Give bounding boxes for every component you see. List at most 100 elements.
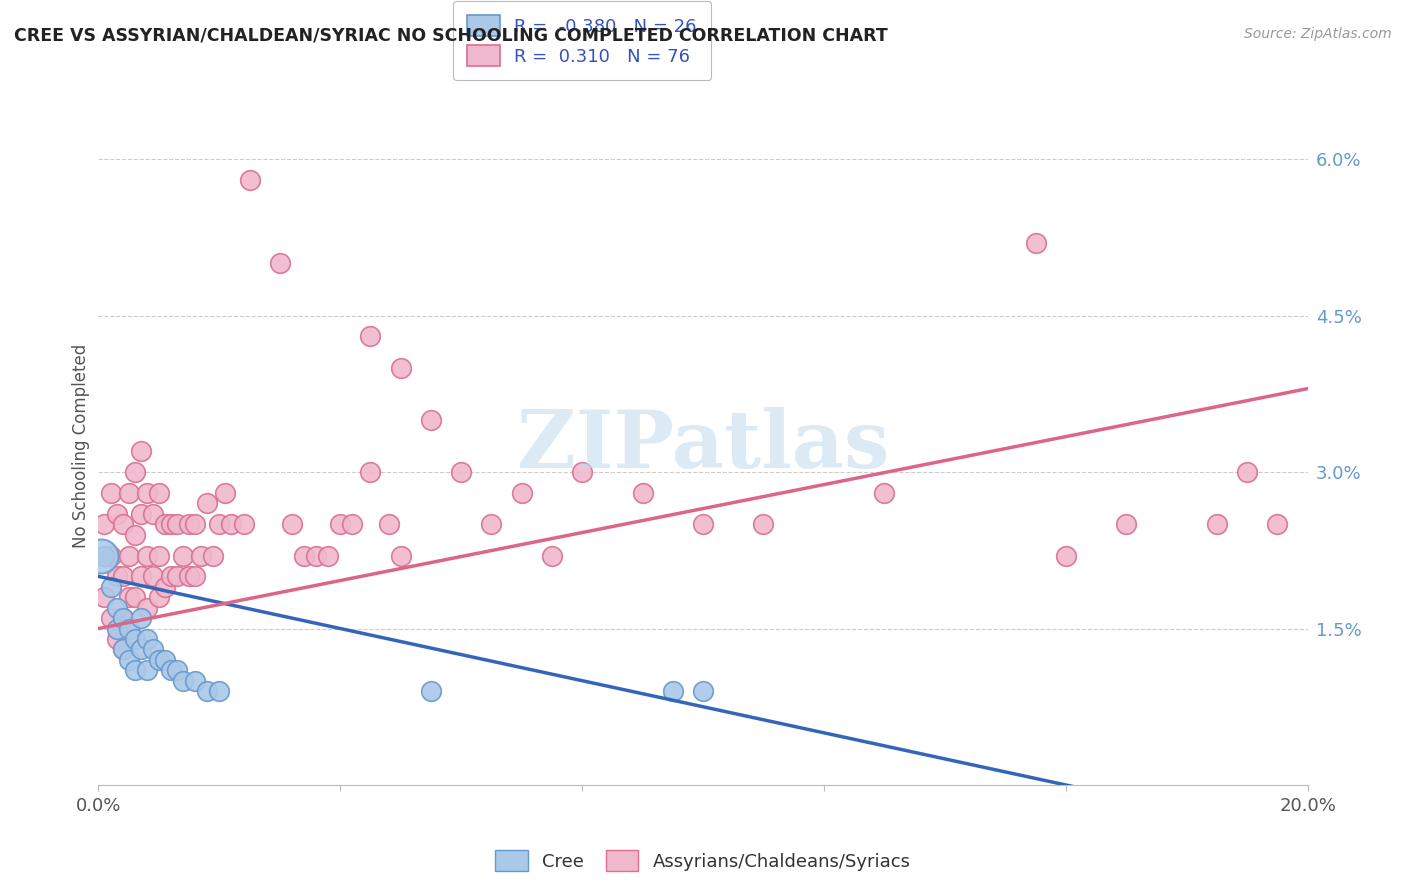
Point: [135, 632, 157, 646]
Point: [105, 632, 128, 646]
Point: [1236, 465, 1258, 479]
Point: [135, 600, 157, 615]
Point: [1267, 517, 1289, 532]
Point: [179, 569, 201, 583]
Point: [377, 517, 399, 532]
Point: [160, 569, 183, 583]
Point: [221, 517, 243, 532]
Point: [129, 444, 152, 458]
Point: [360, 329, 382, 343]
Point: [208, 517, 231, 532]
Point: [232, 517, 254, 532]
Point: [118, 653, 141, 667]
Point: [124, 527, 146, 541]
Point: [148, 591, 170, 605]
Point: [752, 517, 775, 532]
Point: [160, 517, 183, 532]
Point: [105, 622, 128, 636]
Point: [124, 632, 146, 646]
Point: [329, 517, 352, 532]
Point: [100, 580, 122, 594]
Point: [166, 663, 188, 677]
Point: [129, 611, 152, 625]
Point: [93, 549, 115, 563]
Legend: R =  -0.380   N = 26, R =  0.310   N = 76: R = -0.380 N = 26, R = 0.310 N = 76: [453, 1, 711, 80]
Point: [281, 517, 304, 532]
Point: [540, 549, 562, 563]
Point: [389, 549, 412, 563]
Point: [389, 360, 412, 375]
Point: [129, 569, 152, 583]
Point: [111, 569, 134, 583]
Point: [316, 549, 339, 563]
Point: [631, 486, 654, 500]
Point: [153, 580, 176, 594]
Point: [450, 465, 472, 479]
Text: CREE VS ASSYRIAN/CHALDEAN/SYRIAC NO SCHOOLING COMPLETED CORRELATION CHART: CREE VS ASSYRIAN/CHALDEAN/SYRIAC NO SCHO…: [14, 27, 887, 45]
Point: [118, 622, 141, 636]
Point: [305, 549, 328, 563]
Point: [135, 486, 157, 500]
Point: [172, 673, 194, 688]
Point: [179, 517, 201, 532]
Point: [148, 549, 170, 563]
Point: [148, 486, 170, 500]
Point: [100, 549, 122, 563]
Point: [148, 653, 170, 667]
Point: [692, 684, 714, 698]
Point: [153, 653, 176, 667]
Point: [135, 549, 157, 563]
Point: [105, 507, 128, 521]
Point: [481, 517, 503, 532]
Point: [111, 517, 134, 532]
Point: [142, 569, 165, 583]
Point: [420, 413, 443, 427]
Point: [166, 569, 188, 583]
Point: [661, 684, 683, 698]
Point: [420, 684, 443, 698]
Point: [184, 569, 207, 583]
Legend: Cree, Assyrians/Chaldeans/Syriacs: Cree, Assyrians/Chaldeans/Syriacs: [488, 843, 918, 879]
Point: [100, 611, 122, 625]
Point: [118, 549, 141, 563]
Point: [118, 486, 141, 500]
Point: [90, 549, 112, 563]
Point: [142, 507, 165, 521]
Point: [1115, 517, 1137, 532]
Point: [184, 673, 207, 688]
Point: [111, 642, 134, 657]
Point: [184, 517, 207, 532]
Point: [93, 517, 115, 532]
Point: [124, 591, 146, 605]
Point: [105, 600, 128, 615]
Point: [360, 465, 382, 479]
Point: [124, 663, 146, 677]
Point: [93, 591, 115, 605]
Point: [166, 517, 188, 532]
Point: [153, 517, 176, 532]
Point: [571, 465, 593, 479]
Point: [1206, 517, 1229, 532]
Point: [202, 549, 225, 563]
Point: [195, 496, 218, 510]
Point: [100, 486, 122, 500]
Point: [129, 507, 152, 521]
Text: Source: ZipAtlas.com: Source: ZipAtlas.com: [1244, 27, 1392, 41]
Point: [160, 663, 183, 677]
Point: [172, 549, 194, 563]
Point: [111, 642, 134, 657]
Point: [692, 517, 714, 532]
Point: [135, 663, 157, 677]
Point: [124, 465, 146, 479]
Point: [1024, 235, 1046, 250]
Point: [292, 549, 315, 563]
Point: [214, 486, 236, 500]
Point: [195, 684, 218, 698]
Point: [142, 642, 165, 657]
Point: [118, 591, 141, 605]
Point: [129, 642, 152, 657]
Point: [111, 611, 134, 625]
Point: [105, 569, 128, 583]
Point: [111, 611, 134, 625]
Y-axis label: No Schooling Completed: No Schooling Completed: [72, 344, 90, 548]
